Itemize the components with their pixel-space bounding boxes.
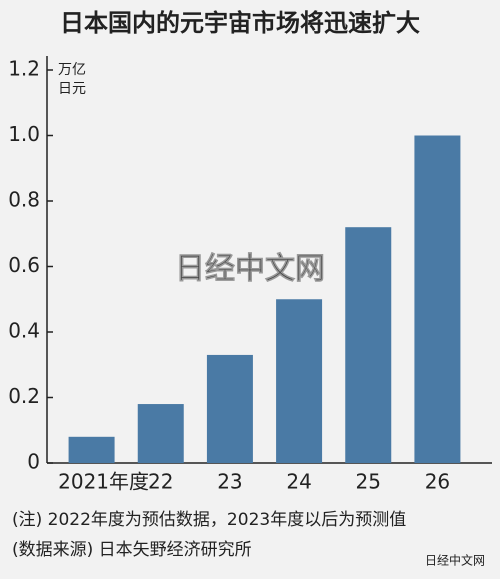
bar [345, 227, 392, 463]
x-tick-label: 23 [217, 470, 242, 494]
y-tick-label: 1.2 [8, 57, 40, 81]
note: (数据来源) 日本矢野经济研究所 [12, 540, 252, 560]
y-tick-label: 0.4 [8, 319, 40, 343]
y-axis-label: 日元 [58, 81, 86, 97]
y-tick-label: 0.6 [8, 253, 40, 277]
bar [68, 436, 115, 463]
bar [206, 354, 253, 463]
y-tick-label: 0 [27, 450, 40, 474]
x-tick-label: 2021年度 [58, 470, 149, 494]
y-tick-label: 0.2 [8, 384, 40, 408]
x-tick-label: 26 [425, 470, 450, 494]
chart-title: 日本国内的元宇宙市场将迅速扩大 [60, 9, 420, 37]
x-tick-label: 25 [356, 470, 381, 494]
bar [137, 404, 184, 463]
note: (注) 2022年度为预估数据，2023年度以后为预测值 [12, 510, 406, 530]
y-axis-label: 万亿 [58, 62, 86, 78]
bar [276, 299, 323, 463]
bar [414, 135, 461, 463]
x-tick-label: 24 [286, 470, 311, 494]
y-tick-label: 1.0 [8, 122, 40, 146]
watermark: 日经中文网 [175, 252, 325, 287]
y-tick-label: 0.8 [8, 188, 40, 212]
x-tick-label: 22 [148, 470, 173, 494]
logo: 日经中文网 [425, 553, 485, 568]
